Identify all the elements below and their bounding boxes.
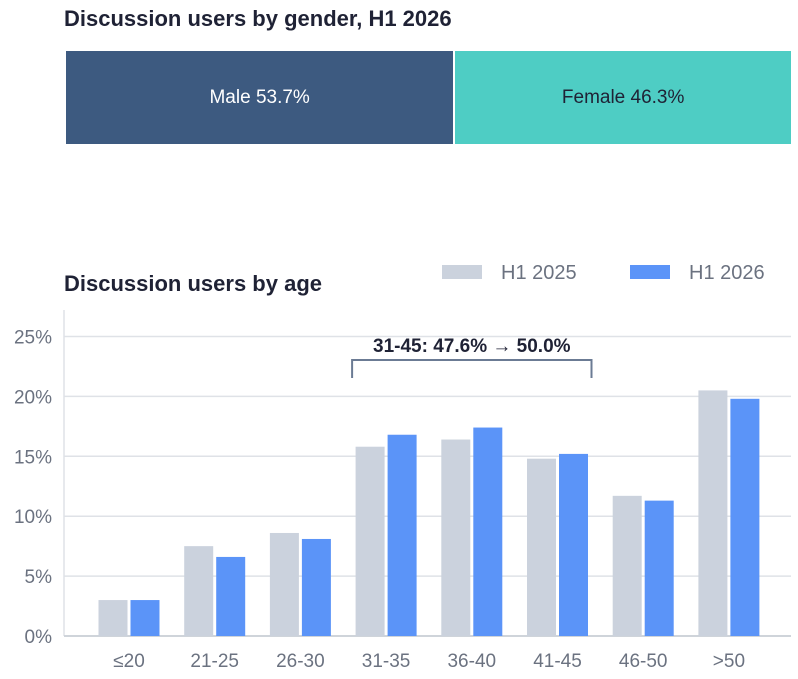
bar-h1-2026-5 <box>559 453 588 636</box>
annotation-label: 31-45: 47.6% → 50.0% <box>373 336 571 357</box>
x-tick-label: 26-30 <box>276 651 325 672</box>
female-segment: Female 46.3% <box>455 51 791 144</box>
x-tick-label: >50 <box>713 651 745 672</box>
age-chart-title: Discussion users by age <box>64 271 322 296</box>
gender-chart-title: Discussion users by gender, H1 2026 <box>64 6 452 31</box>
legend-swatch <box>630 265 670 279</box>
y-tick-label: 0% <box>25 627 53 648</box>
y-tick-label: 10% <box>14 507 52 528</box>
bar-h1-2026-0 <box>130 600 160 636</box>
bar-h1-2025-1 <box>184 546 214 636</box>
y-tick-label: 20% <box>14 387 52 408</box>
x-tick-label: 36-40 <box>447 651 496 672</box>
bar-h1-2025-7 <box>698 390 728 636</box>
legend-label: H1 2025 <box>501 262 577 284</box>
bar-h1-2026-1 <box>216 556 246 636</box>
bar-h1-2025-2 <box>269 532 299 636</box>
x-tick-label: 46-50 <box>619 651 668 672</box>
bar-h1-2026-3 <box>387 434 417 636</box>
male-segment: Male 53.7% <box>66 51 456 144</box>
annotation-bracket <box>351 359 593 378</box>
bar-h1-2026-6 <box>644 500 674 636</box>
bar-h1-2026-7 <box>730 398 760 636</box>
y-tick-label: 25% <box>14 328 52 349</box>
bar-h1-2025-5 <box>527 458 556 636</box>
bar-h1-2025-6 <box>612 495 642 636</box>
gender-stacked-bar: Male 53.7% Female 46.3% <box>66 51 791 144</box>
bar-h1-2025-0 <box>98 600 128 636</box>
legend-swatch <box>442 265 482 279</box>
legend-label: H1 2026 <box>689 262 765 284</box>
x-tick-label: 31-35 <box>362 651 411 672</box>
bar-h1-2025-3 <box>355 446 385 636</box>
y-tick-label: 15% <box>14 447 52 468</box>
y-tick-label: 5% <box>25 567 53 588</box>
x-tick-label: 41-45 <box>533 651 582 672</box>
bar-h1-2026-2 <box>301 538 331 636</box>
bar-h1-2025-4 <box>441 439 471 636</box>
bar-h1-2026-4 <box>473 427 503 636</box>
x-tick-label: 21-25 <box>190 651 239 672</box>
x-tick-label: ≤20 <box>113 651 145 672</box>
